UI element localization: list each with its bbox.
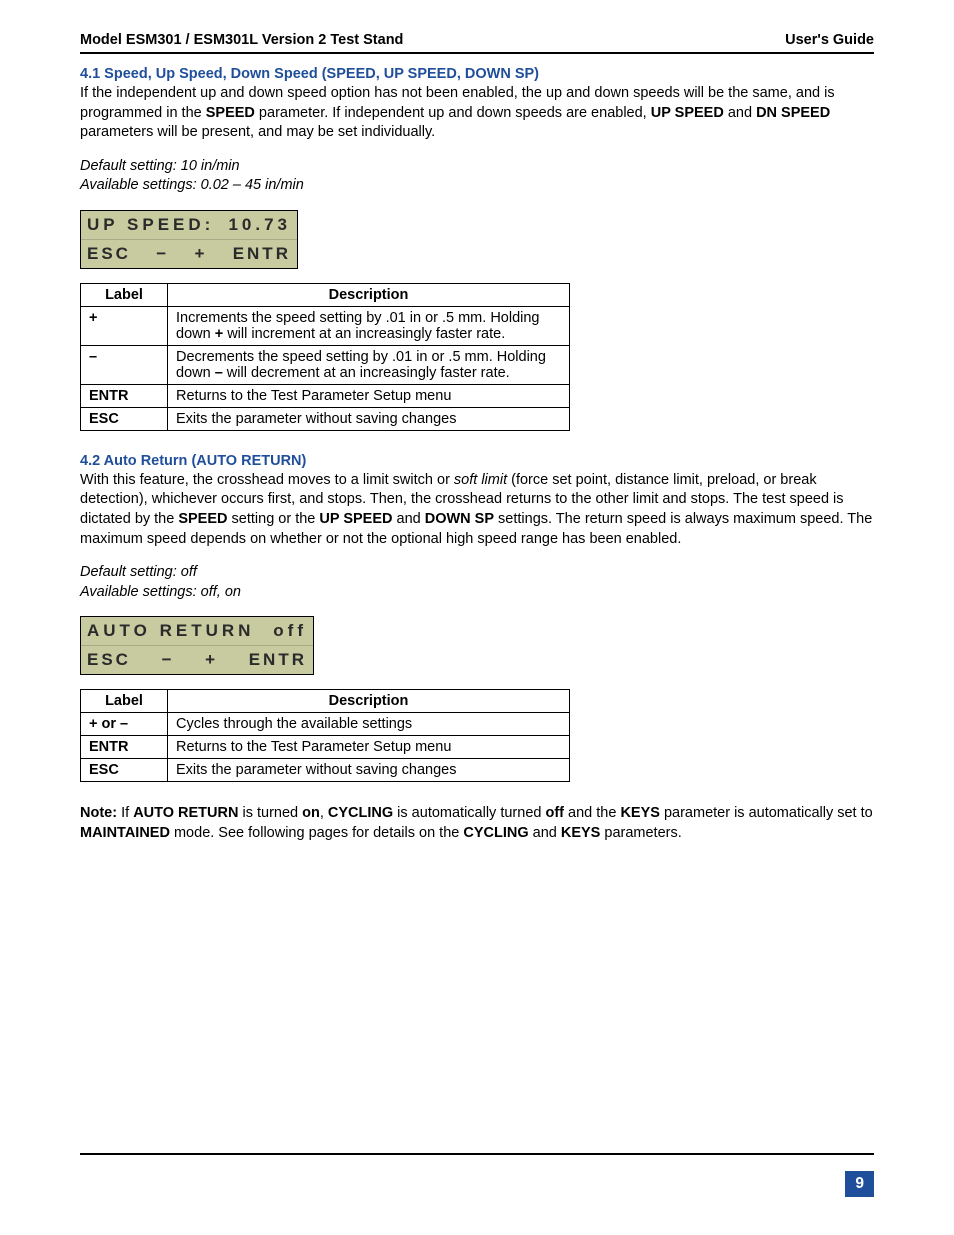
col-label: Label [81,690,168,713]
cell-desc: Decrements the speed setting by .01 in o… [168,345,570,384]
footer-rule [80,1153,874,1155]
col-description: Description [168,690,570,713]
lcd-display-autoreturn: AUTO RETURN off ESC − + ENTR [80,616,314,675]
default-setting: Default setting: 10 in/min [80,158,240,174]
available-settings: Available settings: off, on [80,584,241,600]
table-header-row: Label Description [81,690,570,713]
table-row: + or – Cycles through the available sett… [81,713,570,736]
page: Model ESM301 / ESM301L Version 2 Test St… [0,0,954,1235]
maintained-bold: MAINTAINED [80,825,170,841]
cell-desc: Cycles through the available settings [168,713,570,736]
page-number: 9 [845,1171,874,1197]
lcd-esc: ESC [87,244,131,264]
text: parameters. [600,825,681,841]
on-bold: on [302,805,320,821]
text: , [320,805,328,821]
text: parameter is automatically set to [660,805,873,821]
table-row: ESC Exits the parameter without saving c… [81,759,570,782]
speed-bold: SPEED [178,511,227,527]
cell-label: + or – [81,713,168,736]
speed-bold: SPEED [206,105,255,121]
col-label: Label [81,283,168,306]
table-row: ESC Exits the parameter without saving c… [81,407,570,430]
text: mode. See following pages for details on… [170,825,463,841]
note-paragraph: Note: If AUTO RETURN is turned on, CYCLI… [80,804,874,843]
section41-defaults: Default setting: 10 in/min Available set… [80,157,874,196]
lcd-plus: + [194,244,207,264]
text: and [529,825,561,841]
cell-desc: Returns to the Test Parameter Setup menu [168,736,570,759]
down-sp-bold: DOWN SP [425,511,494,527]
cell-label: + [81,306,168,345]
table-autoreturn-controls: Label Description + or – Cycles through … [80,689,570,782]
lcd-minus: − [156,244,169,264]
bold: – [215,365,223,381]
cycling-bold: CYCLING [328,805,393,821]
cell-desc: Increments the speed setting by .01 in o… [168,306,570,345]
table-row: ENTR Returns to the Test Parameter Setup… [81,736,570,759]
text: If [117,805,133,821]
section-heading-41: 4.1 Speed, Up Speed, Down Speed (SPEED, … [80,66,874,82]
lcd-minus: − [162,650,175,670]
table-row: ENTR Returns to the Test Parameter Setup… [81,384,570,407]
keys-bold: KEYS [620,805,660,821]
header-right: User's Guide [785,32,874,48]
lcd-entr: ENTR [233,244,291,264]
lcd-esc: ESC [87,650,131,670]
table-speed-controls: Label Description + Increments the speed… [80,283,570,431]
cell-label: – [81,345,168,384]
cell-desc: Returns to the Test Parameter Setup menu [168,384,570,407]
off-bold: off [545,805,564,821]
soft-limit-italic: soft limit [454,472,507,488]
up-speed-bold: UP SPEED [651,105,724,121]
text: will increment at an increasingly faster… [223,326,505,342]
text: is automatically turned [393,805,545,821]
text: is turned [238,805,302,821]
section42-paragraph: With this feature, the crosshead moves t… [80,471,874,549]
cell-desc: Exits the parameter without saving chang… [168,407,570,430]
cycling-bold: CYCLING [463,825,528,841]
cell-label: ENTR [81,736,168,759]
text: will decrement at an increasingly faster… [223,365,510,381]
text: and [392,511,424,527]
cell-label: ENTR [81,384,168,407]
table-header-row: Label Description [81,283,570,306]
table-row: – Decrements the speed setting by .01 in… [81,345,570,384]
cell-label: ESC [81,407,168,430]
keys-bold: KEYS [561,825,601,841]
text: parameter. If independent up and down sp… [255,105,651,121]
lcd-upspeed-label: UP SPEED: [87,215,214,235]
col-description: Description [168,283,570,306]
text: and the [564,805,620,821]
text: With this feature, the crosshead moves t… [80,472,454,488]
lcd-upspeed-value: 10.73 [228,215,291,235]
section41-paragraph: If the independent up and down speed opt… [80,84,874,143]
lcd-plus: + [205,650,218,670]
lcd-autoreturn-label: AUTO RETURN [87,621,254,641]
text: setting or the [228,511,320,527]
cell-label: ESC [81,759,168,782]
section42-defaults: Default setting: off Available settings:… [80,563,874,602]
table-row: + Increments the speed setting by .01 in… [81,306,570,345]
text: and [724,105,756,121]
dn-speed-bold: DN SPEED [756,105,830,121]
up-speed-bold: UP SPEED [319,511,392,527]
lcd-display-speed: UP SPEED: 10.73 ESC − + ENTR [80,210,298,269]
bold: + [215,326,223,342]
auto-return-bold: AUTO RETURN [133,805,238,821]
lcd-autoreturn-value: off [273,621,307,641]
default-setting: Default setting: off [80,564,197,580]
page-header: Model ESM301 / ESM301L Version 2 Test St… [80,32,874,54]
note-label: Note: [80,805,117,821]
cell-desc: Exits the parameter without saving chang… [168,759,570,782]
lcd-entr: ENTR [249,650,307,670]
header-left: Model ESM301 / ESM301L Version 2 Test St… [80,32,403,48]
text: parameters will be present, and may be s… [80,124,435,140]
available-settings: Available settings: 0.02 – 45 in/min [80,177,304,193]
section-heading-42: 4.2 Auto Return (AUTO RETURN) [80,453,874,469]
